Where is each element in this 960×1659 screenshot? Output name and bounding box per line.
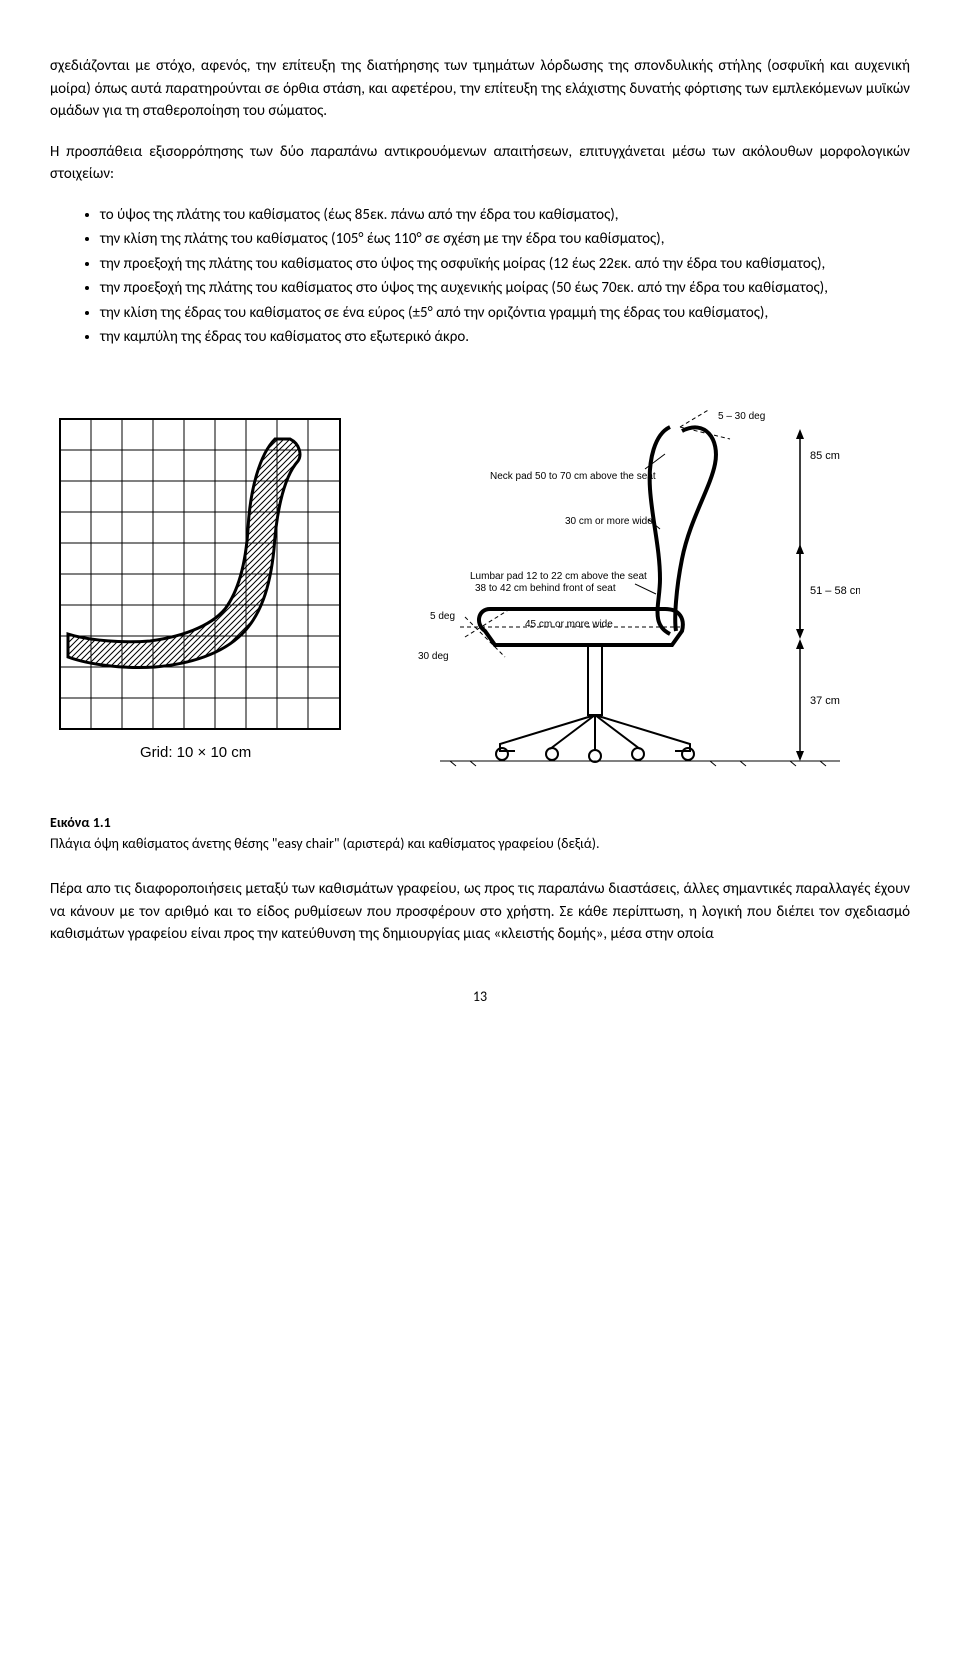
figure-left-easy-chair: Grid: 10 × 10 cm [50, 409, 350, 777]
figure-caption-title: Εικόνα 1.1 [50, 812, 910, 833]
label-top-angle: 5 – 30 deg [718, 411, 765, 422]
list-item: την καμπύλη της έδρας του καθίσματος στο… [100, 326, 910, 349]
page-number: 13 [50, 986, 910, 1007]
figure-caption: Εικόνα 1.1 Πλάγια όψη καθίσματος άνετης … [50, 812, 910, 854]
easy-chair-svg: Grid: 10 × 10 cm [50, 409, 350, 769]
label-neck-pad: Neck pad 50 to 70 cm above the seat [490, 471, 656, 482]
label-back-width: 30 cm or more wide [565, 516, 653, 527]
list-item: την προεξοχή της πλάτης του καθίσματος σ… [100, 253, 910, 276]
list-item: το ύψος της πλάτης του καθίσματος (έως 8… [100, 204, 910, 227]
figure-caption-text: Πλάγια όψη καθίσματος άνετης θέσης "easy… [50, 833, 910, 854]
label-seat-width: 45 cm or more wide [525, 619, 613, 630]
bullet-list: το ύψος της πλάτης του καθίσματος (έως 8… [50, 204, 910, 349]
label-seat-height-range: 51 – 58 cm [810, 585, 860, 597]
office-chair-svg: 85 cm 51 – 58 cm 37 cm Neck pad 50 to 70… [370, 409, 860, 769]
list-item: την κλίση της έδρας του καθίσματος σε έν… [100, 302, 910, 325]
label-seat-tilt-down: 30 deg [418, 651, 449, 662]
label-seat-tilt-up: 5 deg [430, 611, 455, 622]
label-backrest-height: 85 cm [810, 450, 840, 462]
paragraph-1: σχεδιάζονται με στόχο, αφενός, την επίτε… [50, 55, 910, 123]
figure-right-office-chair: 85 cm 51 – 58 cm 37 cm Neck pad 50 to 70… [370, 409, 860, 777]
label-lumbar-1: Lumbar pad 12 to 22 cm above the seat [470, 571, 647, 582]
list-item: την κλίση της πλάτης του καθίσματος (105… [100, 228, 910, 251]
paragraph-2-intro: Η προσπάθεια εξισορρόπησης των δύο παραπ… [50, 141, 910, 186]
list-item: την προεξοχή της πλάτης του καθίσματος σ… [100, 277, 910, 300]
paragraph-3: Πέρα απο τις διαφοροποιήσεις μεταξύ των … [50, 878, 910, 946]
label-lumbar-2: 38 to 42 cm behind front of seat [475, 583, 616, 594]
label-seat-height: 37 cm [810, 695, 840, 707]
figure-pair: Grid: 10 × 10 cm [50, 409, 910, 777]
grid-label: Grid: 10 × 10 cm [140, 744, 251, 761]
